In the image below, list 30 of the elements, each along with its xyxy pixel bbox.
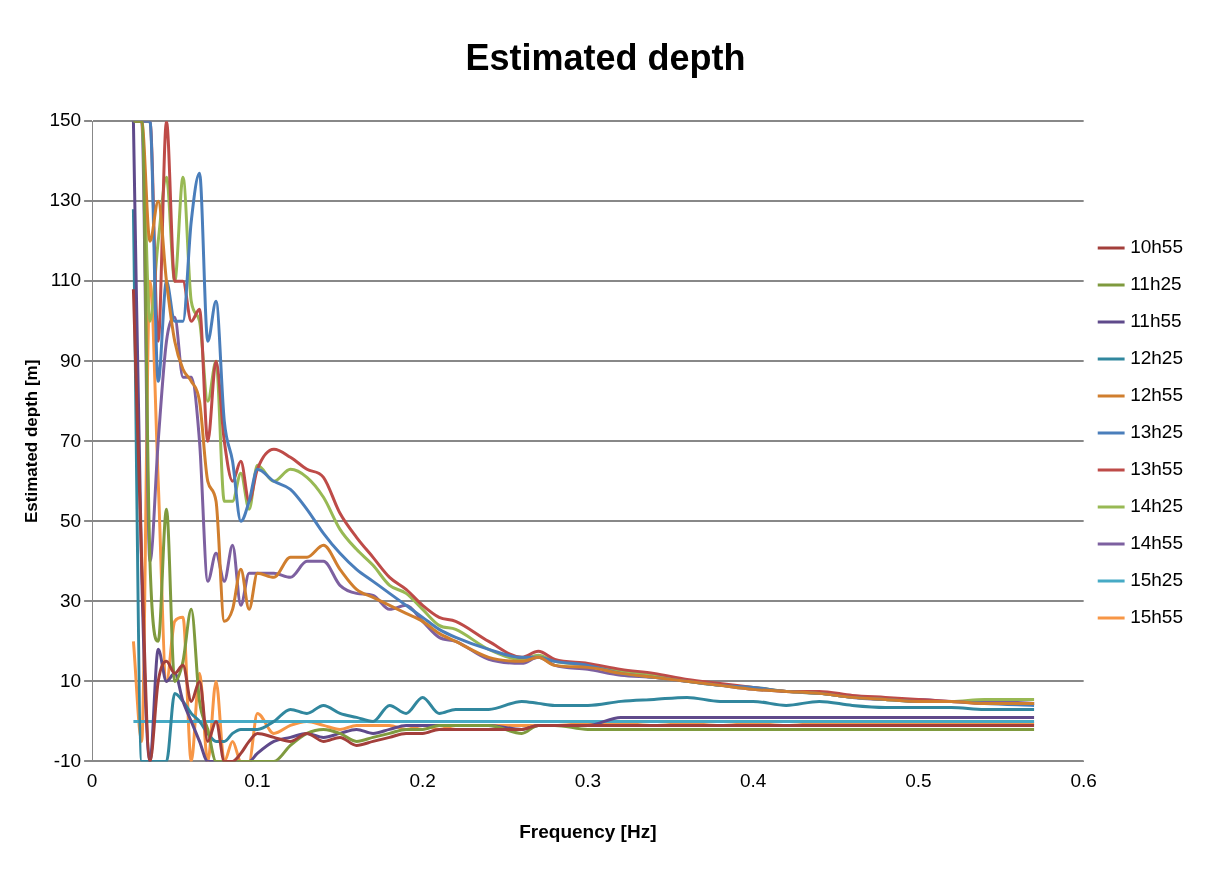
y-tick-label: -10 [53,749,82,771]
x-tick-label: 0 [86,770,98,792]
y-tick-label: 70 [59,429,82,451]
x-tick-label: 0.5 [905,770,932,792]
y-tick-label: 150 [49,109,82,131]
legend-label: 10h55 [1130,236,1184,258]
x-tick-label: 0.2 [409,770,436,792]
legend-label: 14h25 [1130,495,1184,517]
y-tick-label: 130 [49,189,82,211]
y-tick-label: 110 [50,269,82,291]
x-tick-label: 0.3 [574,770,602,792]
legend-label: 12h55 [1130,384,1184,406]
legend-label: 14h55 [1130,532,1184,554]
x-tick-label: 0.6 [1070,770,1097,792]
y-tick-label: 90 [59,349,82,371]
x-tick-label: 0.1 [244,770,271,792]
x-axis-title: Frequency [Hz] [519,820,657,842]
y-axis-title: Estimated depth [m] [21,359,41,523]
legend-label: 13h55 [1130,458,1184,480]
y-tick-label: 10 [59,669,82,691]
legend-label: 15h25 [1130,569,1184,591]
legend-label: 11h25 [1130,273,1182,295]
y-tick-label: 50 [59,509,82,531]
y-tick-label: 30 [59,589,82,611]
legend-label: 12h25 [1130,347,1184,369]
x-tick-label: 0.4 [739,770,767,792]
legend-label: 13h25 [1130,421,1184,443]
legend-label: 11h55 [1130,310,1182,332]
chart-title: Estimated depth [465,36,746,78]
legend-label: 15h55 [1130,606,1184,628]
